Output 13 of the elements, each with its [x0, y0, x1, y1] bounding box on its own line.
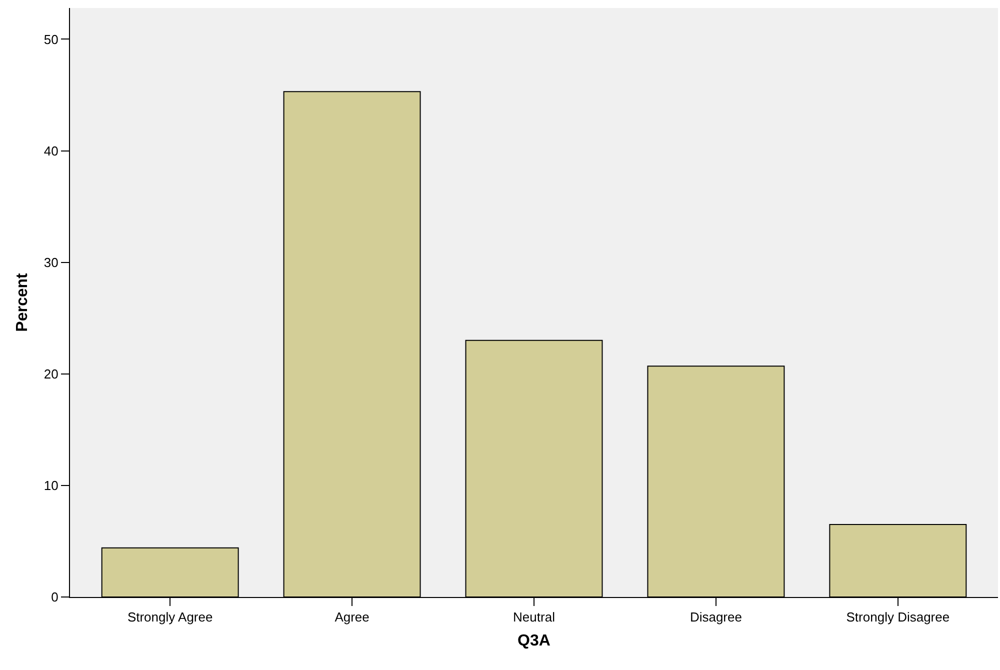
y-tick-label: 20 [44, 366, 58, 382]
x-axis-title: Q3A [518, 632, 551, 650]
x-tick-label: Strongly Agree [127, 610, 213, 625]
x-tick-label: Disagree [690, 610, 742, 625]
y-tick-label: 30 [44, 254, 58, 270]
x-tick-label: Neutral [513, 610, 556, 625]
y-axis-title: Percent [14, 272, 31, 332]
y-tick-label: 40 [44, 143, 58, 158]
y-tick-label: 10 [44, 478, 58, 493]
y-tick-label: 50 [44, 32, 58, 47]
x-tick-label: Strongly Disagree [846, 610, 950, 625]
x-tick-label: Agree [334, 610, 370, 625]
y-tick-label: 0 [51, 590, 58, 605]
